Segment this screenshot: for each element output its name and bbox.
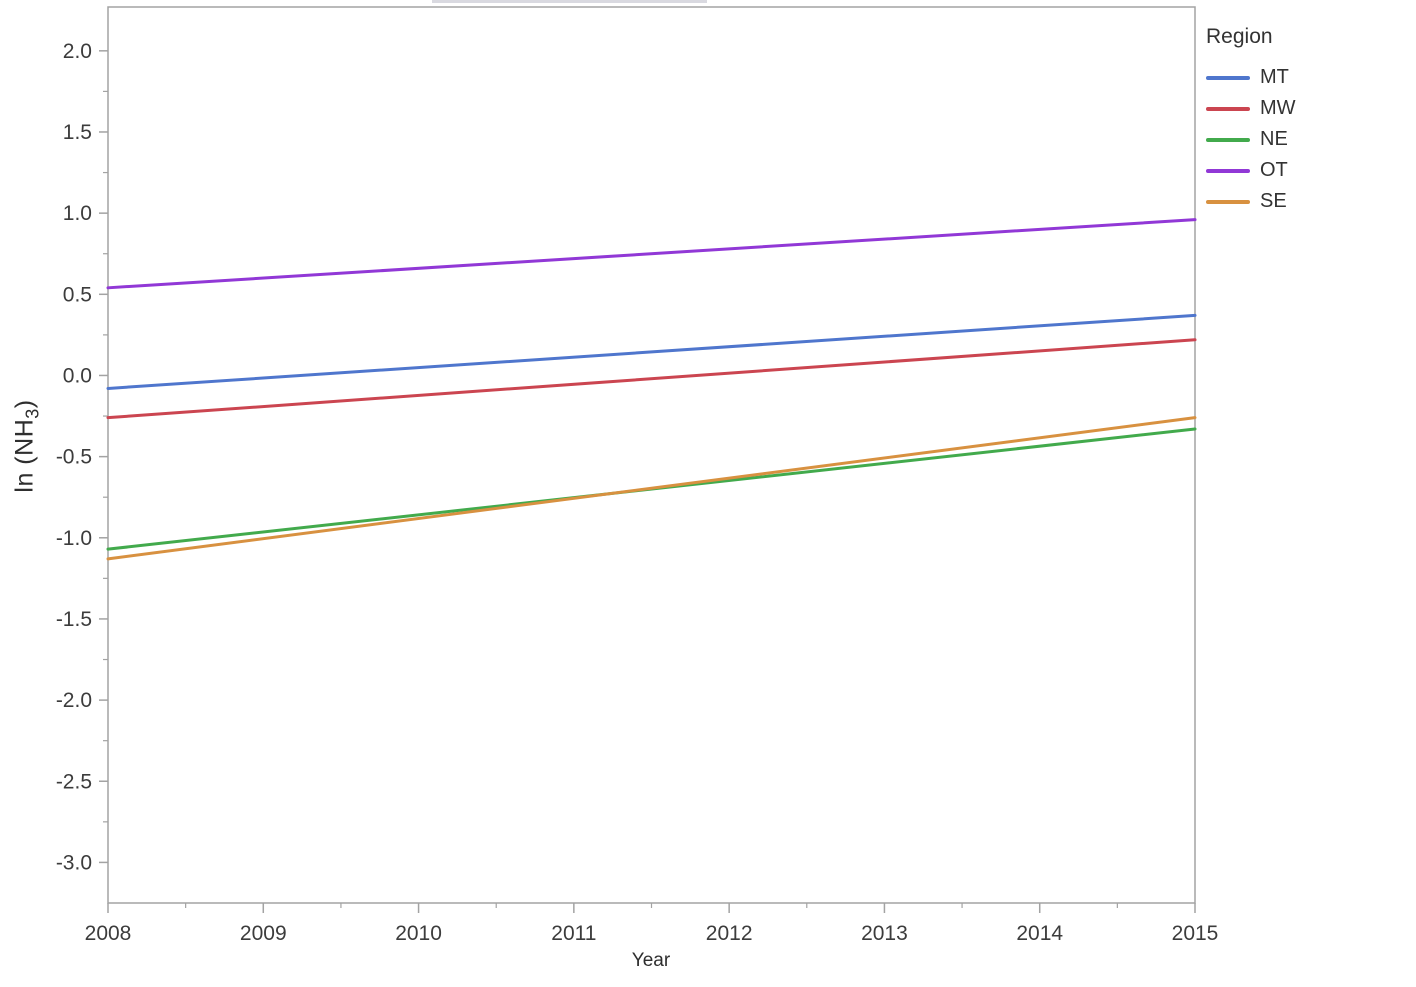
x-axis-title: Year [631,950,671,971]
legend-item-ot[interactable]: OT [1206,155,1406,186]
y-axis-title-suffix: ) [10,399,39,409]
y-tick-label: 1.5 [63,121,92,144]
legend-item-se[interactable]: SE [1206,186,1406,217]
x-tick-label: 2014 [1016,922,1063,945]
y-tick-label: -3.0 [56,851,92,874]
y-axis-title-text: ln (NH [10,418,39,493]
x-tick-label: 2010 [395,922,442,945]
series-line-mt[interactable] [106,313,1197,390]
y-tick-label: -2.5 [56,770,92,793]
y-tick-label: 1.0 [63,202,92,225]
legend-item-ne[interactable]: NE [1206,124,1406,155]
y-tick-label: 0.0 [63,364,92,387]
legend-line-swatch-se [1206,199,1250,204]
legend: Region MT MW NE OT SE [1206,22,1406,217]
x-tick-label: 2009 [240,922,287,945]
legend-label: OT [1260,159,1288,181]
legend-items: MT MW NE OT SE [1206,62,1406,217]
legend-title: Region [1206,25,1273,48]
y-axis-title-subscript: 3 [22,408,43,419]
series-line-mw[interactable] [106,338,1197,420]
legend-line-swatch-mw [1206,106,1250,111]
legend-label: MT [1260,66,1289,88]
legend-line-swatch-mt [1206,75,1250,80]
x-tick-label: 2011 [551,922,596,945]
legend-line-swatch-ne [1206,137,1250,142]
cropped-title-artifact [432,0,707,3]
x-tick-label: 2012 [706,922,753,945]
series-line-se[interactable] [106,416,1197,561]
y-tick-label: 0.5 [63,283,92,306]
x-tick-label: 2013 [861,922,908,945]
legend-item-mw[interactable]: MW [1206,93,1406,124]
y-tick-label: 2.0 [63,40,92,63]
y-tick-label: -1.5 [56,608,92,631]
series-line-ot[interactable] [106,218,1197,290]
x-tick-label: 2008 [85,922,132,945]
legend-label: NE [1260,128,1288,150]
y-tick-label: -1.0 [56,527,92,550]
legend-label: MW [1260,97,1296,119]
x-tick-label: 2015 [1172,922,1219,945]
legend-label: SE [1260,190,1287,212]
legend-line-swatch-ot [1206,168,1250,173]
plot-frame [107,6,1196,904]
y-axis-title: ln (NH3) [11,399,44,492]
y-tick-label: -0.5 [56,446,92,469]
legend-item-mt[interactable]: MT [1206,62,1406,93]
y-tick-label: -2.0 [56,689,92,712]
